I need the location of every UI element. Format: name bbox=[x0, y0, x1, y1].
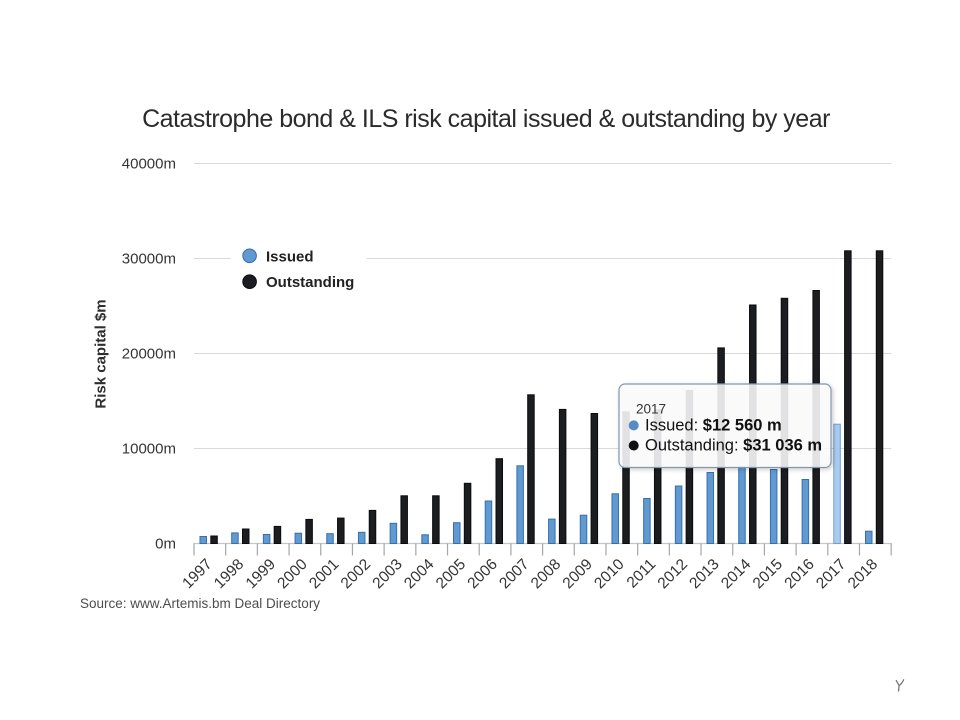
svg-text:2017: 2017 bbox=[636, 402, 666, 417]
svg-text:0m: 0m bbox=[155, 536, 176, 553]
svg-text:20000m: 20000m bbox=[122, 346, 176, 363]
svg-text:Risk capital $m: Risk capital $m bbox=[93, 299, 110, 408]
svg-text:Outstanding: $31 036 m: Outstanding: $31 036 m bbox=[645, 437, 822, 455]
svg-text:Issued: Issued bbox=[266, 248, 314, 265]
svg-text:30000m: 30000m bbox=[122, 251, 176, 268]
svg-text:Outstanding: Outstanding bbox=[266, 274, 354, 291]
svg-text:Source: www.Artemis.bm Deal Di: Source: www.Artemis.bm Deal Directory bbox=[80, 596, 320, 611]
svg-text:10000m: 10000m bbox=[122, 441, 176, 458]
svg-text:40000m: 40000m bbox=[122, 156, 176, 173]
svg-text:Catastrophe bond & ILS risk ca: Catastrophe bond & ILS risk capital issu… bbox=[142, 105, 830, 133]
svg-text:Issued: $12 560 m: Issued: $12 560 m bbox=[645, 417, 782, 435]
